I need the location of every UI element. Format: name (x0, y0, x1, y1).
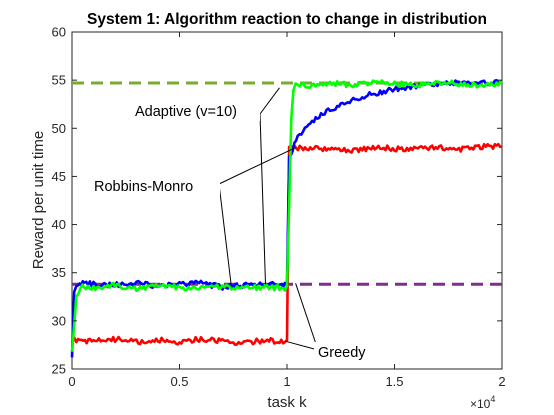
annotation-leader-2-0 (284, 340, 319, 351)
y-tick-label-4: 45 (52, 169, 66, 184)
annotation-adaptive: Adaptive (v=10) (135, 104, 237, 120)
x-tick-label-1: 0.5 (170, 374, 188, 389)
x-axis-multiplier-exponent: 4 (490, 394, 495, 404)
x-tick-label-2: 1 (283, 374, 290, 389)
y-tick-label-0: 25 (52, 362, 66, 377)
series-line-2 (70, 79, 503, 352)
annotation-robbins-monro: Robbins-Monro (94, 179, 193, 195)
series-group (70, 78, 503, 358)
x-tick-label-4: 2 (498, 374, 505, 389)
annotation-leader-1-0 (218, 183, 232, 285)
y-axis-ticks: 25 30 35 40 45 50 55 60 (52, 25, 502, 377)
annotation-greedy-bg (314, 342, 374, 362)
x-axis-ticks: 0 0.5 1 1.5 2 (68, 32, 506, 389)
annotation-greedy: Greedy (318, 345, 366, 361)
y-tick-label-5: 50 (52, 121, 66, 136)
y-tick-label-6: 55 (52, 73, 66, 88)
y-tick-label-1: 30 (52, 313, 66, 328)
x-tick-label-3: 1.5 (385, 374, 403, 389)
x-axis-multiplier: ×104 (470, 394, 495, 411)
annotation-leader-0-1 (259, 87, 280, 115)
x-axis-label: task k (267, 394, 307, 411)
y-tick-label-2: 35 (52, 265, 66, 280)
annotation-robbins-monro-bg (92, 176, 220, 196)
annotation-leader-1-1 (218, 147, 296, 185)
annotation-adaptive-bg (132, 101, 260, 121)
annotation-leader-0-0 (259, 113, 266, 285)
x-tick-label-0: 0 (68, 374, 75, 389)
series-line-0 (70, 142, 503, 346)
y-tick-label-7: 60 (52, 25, 66, 40)
x-axis-multiplier-base: ×10 (470, 397, 491, 411)
chart-title: System 1: Algorithm reaction to change i… (87, 11, 487, 28)
annotation-leader-2-1 (295, 283, 319, 351)
y-tick-label-3: 40 (52, 217, 66, 232)
y-axis-label: Reward per unit time (30, 131, 47, 269)
annotation-leaders (218, 87, 319, 351)
